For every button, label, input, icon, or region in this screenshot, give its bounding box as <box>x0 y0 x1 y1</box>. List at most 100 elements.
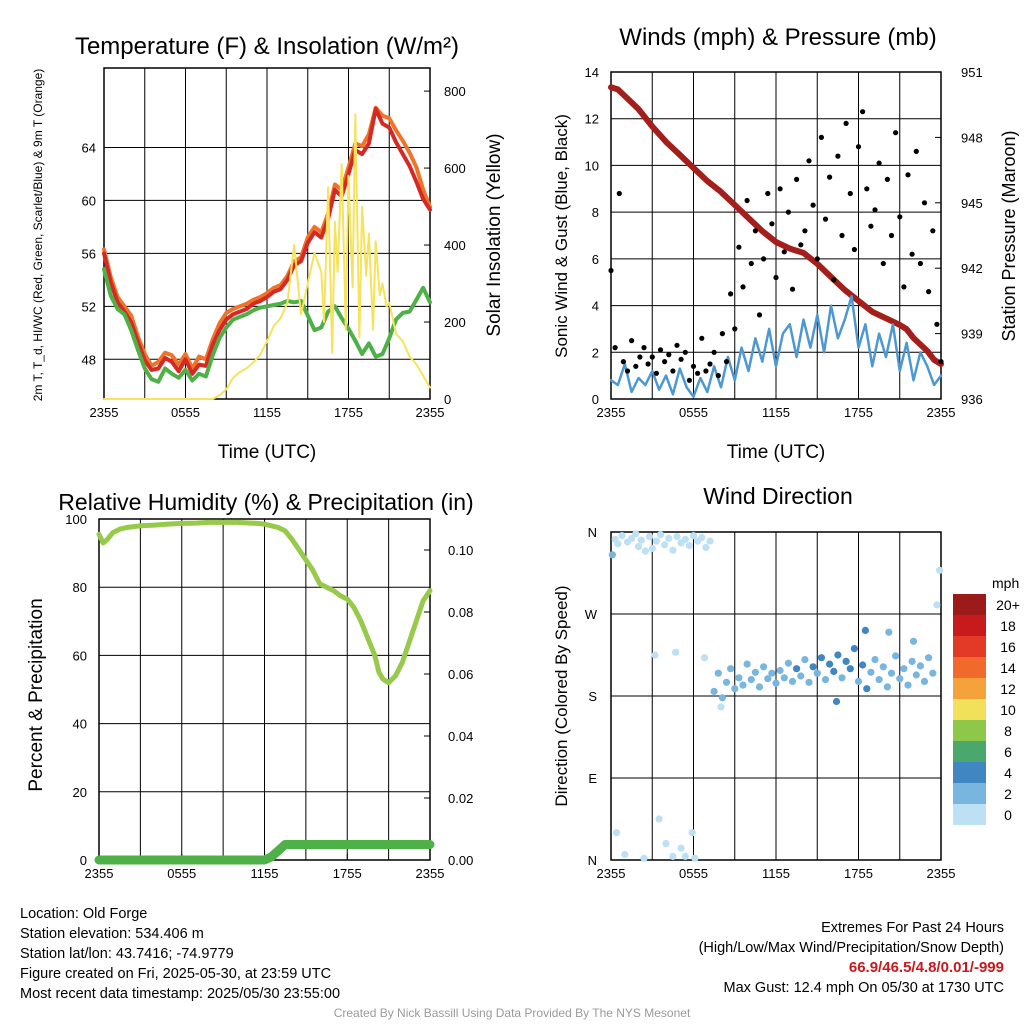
wind-gust-point <box>616 190 622 197</box>
dir-point <box>896 675 904 683</box>
wind-gust-point <box>765 190 771 197</box>
wind-gust-point <box>930 228 936 234</box>
temp-xtick-label: 0555 <box>171 405 200 420</box>
wind-gust-point <box>909 251 915 257</box>
wind-speed-legend: mph 20+ 18 16 14 12 10 8 6 4 2 0 <box>953 575 1020 825</box>
dir-point <box>861 626 870 635</box>
dir-point <box>832 697 841 706</box>
wind-y2tick-label: 951 <box>961 65 983 80</box>
wind-gust-point <box>711 349 717 355</box>
legend-label: 4 <box>1004 765 1012 781</box>
legend-label: 8 <box>1004 723 1012 739</box>
dir-xtick-label: 1155 <box>762 866 790 881</box>
wind-gust-point <box>860 109 866 115</box>
wind-gust-point <box>695 370 701 376</box>
legend-swatch <box>953 657 986 678</box>
wind-gust-point <box>880 260 886 267</box>
temp-ytick-label: 52 <box>82 299 96 314</box>
wind-y2tick-label: 948 <box>961 130 983 145</box>
dir-point <box>743 660 751 668</box>
rh-y2tick-label: 0.06 <box>448 667 473 682</box>
temp-xtick-label: 1155 <box>253 405 281 420</box>
dir-point <box>688 829 696 837</box>
wind-gust-point <box>921 200 928 206</box>
dir-ylabel: Direction (Colored By Speed) <box>552 585 571 806</box>
dir-xtick-label: 1755 <box>844 866 873 881</box>
dir-point <box>665 534 673 543</box>
dir-point <box>883 683 892 691</box>
temp-xtick-label: 2355 <box>416 405 445 420</box>
dir-point <box>669 852 677 861</box>
wind-gust-point <box>703 368 709 374</box>
wind-ytick-label: 8 <box>592 205 599 220</box>
wind-gust-point <box>761 256 767 262</box>
wind-series-blue <box>609 294 943 398</box>
dir-point <box>801 656 809 664</box>
rh-y2tick-label: 0.02 <box>448 791 473 806</box>
dir-point <box>768 669 776 677</box>
wind-gust-point <box>893 130 899 136</box>
wind-gust-point <box>872 207 878 213</box>
wind-gust-point <box>736 244 742 250</box>
dir-point <box>612 829 621 837</box>
dir-point <box>677 844 685 852</box>
wind-xtick-label: 0555 <box>679 405 708 420</box>
dir-point <box>655 815 663 823</box>
dir-point <box>850 645 859 653</box>
wind-gust-point <box>851 246 858 253</box>
rh-ytick-label: 100 <box>65 512 87 527</box>
temp-y2tick-label: 400 <box>444 238 466 253</box>
temp-ytick-label: 64 <box>82 140 96 155</box>
wind-gust-point <box>690 363 697 369</box>
legend-swatch <box>953 636 986 657</box>
rh-title: Relative Humidity (%) & Precipitation (i… <box>58 489 473 515</box>
wind-gust-point <box>847 190 853 197</box>
rh-series-precip <box>94 840 435 865</box>
wind-gust-point <box>814 256 820 262</box>
dir-point <box>821 676 830 684</box>
dir-ytick-label: S <box>588 689 597 704</box>
wind-gust-point <box>756 312 763 318</box>
legend-label: 6 <box>1004 744 1012 760</box>
dir-point <box>739 681 747 689</box>
wind-gust-point <box>777 186 783 192</box>
temp-series-yellow <box>103 113 431 400</box>
extremes-title: Extremes For Past 24 Hours <box>821 920 1004 936</box>
dir-point <box>830 667 838 676</box>
temp-ytick-label: 48 <box>82 352 96 367</box>
wind-y2label: Station Pressure (Maroon) <box>999 130 1019 341</box>
temp-xtick-label: 1755 <box>334 405 363 420</box>
wind-gust-point <box>926 289 932 295</box>
dir-point <box>640 854 648 862</box>
temperature-insolation-panel: 48 52 56 60 64 0 200 400 600 800 2355 0555 1155 1755 2… <box>31 33 505 463</box>
dir-point <box>618 532 626 540</box>
dir-title: Wind Direction <box>703 483 853 509</box>
dir-xtick-label: 2355 <box>597 866 626 881</box>
wind-xtick-label: 2355 <box>927 405 956 420</box>
wind-gust-point <box>810 202 816 208</box>
station-location: Location: Old Forge <box>20 906 148 922</box>
wind-gust-point <box>662 359 668 365</box>
dir-point <box>784 659 793 667</box>
dir-ytick-label: N <box>588 853 597 868</box>
dir-point <box>722 678 731 686</box>
legend-title: mph <box>992 575 1019 591</box>
dir-point <box>717 703 725 711</box>
wind-ytick-label: 10 <box>585 158 599 173</box>
wind-gust-point <box>831 277 837 283</box>
dir-ytick-label: N <box>588 525 597 540</box>
dir-point <box>669 546 677 554</box>
legend-label: 2 <box>1004 786 1012 802</box>
wind-gust-point <box>913 148 919 154</box>
dir-point <box>817 654 826 662</box>
wind-xtick-label: 1755 <box>844 405 873 420</box>
dir-point <box>641 547 650 555</box>
temp-ytick-label: 56 <box>82 246 96 261</box>
dir-point <box>628 534 636 543</box>
legend-swatch <box>953 615 986 636</box>
dir-point <box>634 543 643 551</box>
rh-xtick-label: 2355 <box>416 866 445 881</box>
legend-swatch <box>953 804 986 825</box>
wind-xtick-label: 1155 <box>762 405 790 420</box>
